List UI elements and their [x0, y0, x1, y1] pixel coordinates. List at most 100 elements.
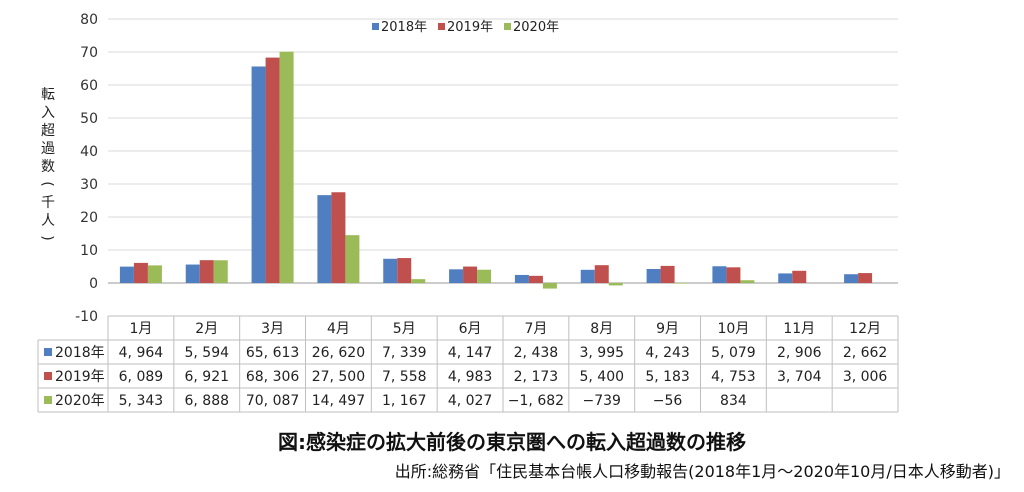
y-label-char: 入: [41, 105, 55, 121]
table-cell-value: 5, 079: [711, 345, 756, 361]
bar: [726, 267, 741, 283]
legend-swatch: [372, 23, 379, 30]
table-month-label: 9月: [656, 321, 679, 337]
legend-label: 2020年: [513, 20, 559, 35]
bar: [858, 273, 873, 283]
y-label-char: (: [39, 181, 55, 186]
table-month-label: 10月: [718, 321, 750, 337]
table-month-label: 7月: [524, 321, 547, 337]
chart: -10 0 10 20 30 40 50 60 70 80 転入超過数 (千人) 2018年 2019…: [37, 12, 899, 413]
table-series-swatch: [44, 372, 52, 380]
bar: [646, 268, 661, 283]
bar: [542, 283, 557, 289]
y-label-char: 人: [41, 213, 55, 229]
bar: [514, 274, 529, 283]
bar: [477, 269, 492, 283]
table-month-label: 11月: [783, 321, 815, 337]
table-cell-value: −739: [583, 393, 621, 409]
y-tick-label: -10: [75, 309, 98, 325]
y-tick-label: 30: [80, 177, 98, 193]
bar: [449, 269, 464, 283]
y-tick-label: 60: [80, 78, 98, 94]
gridlines: [108, 18, 898, 317]
table-cell-value: 2, 906: [777, 345, 822, 361]
y-label-char: 超: [41, 123, 55, 139]
legend-label: 2019年: [447, 20, 493, 35]
table-cell-value: 4, 147: [448, 345, 493, 361]
bar: [608, 283, 623, 286]
table-cell-value: 6, 089: [119, 369, 164, 385]
y-label-char: 数: [41, 159, 55, 175]
table-series-swatch: [44, 348, 52, 356]
table-month-label: 8月: [590, 321, 613, 337]
bar: [660, 265, 675, 283]
y-label-char: ): [39, 235, 55, 240]
bar: [251, 66, 266, 283]
y-tick-label: 10: [80, 243, 98, 259]
bar: [712, 266, 727, 283]
table-cell-value: 5, 400: [579, 369, 624, 385]
y-label-char: 千: [41, 195, 55, 211]
y-tick-label: 20: [80, 210, 98, 226]
bar: [119, 266, 134, 283]
table-series-label: 2018年: [55, 345, 105, 361]
table-cell-value: 7, 339: [382, 345, 427, 361]
bar: [265, 57, 280, 284]
bar: [411, 279, 426, 283]
legend-swatch: [504, 23, 511, 30]
table-cell-value: 65, 613: [246, 345, 299, 361]
bar: [147, 265, 162, 283]
table-cell-value: 70, 087: [246, 393, 299, 409]
table-cell-value: 5, 343: [119, 393, 164, 409]
y-tick-label: 80: [80, 12, 98, 28]
y-label-char: 転: [41, 87, 55, 103]
table-series-label: 2020年: [55, 393, 105, 409]
table-month-label: 1月: [129, 321, 152, 337]
table-cell-value: 14, 497: [312, 393, 365, 409]
bar: [463, 266, 478, 283]
table-cell-value: −1, 682: [508, 393, 564, 409]
table-cell-value: 2, 662: [843, 345, 888, 361]
bar: [185, 264, 200, 283]
bar: [213, 260, 228, 283]
table-cell-value: −56: [653, 393, 683, 409]
bar: [778, 273, 793, 283]
table-cell-value: 4, 964: [119, 345, 164, 361]
table-cell-value: 5, 183: [645, 369, 690, 385]
bar: [792, 270, 807, 283]
table-cell-value: 27, 500: [312, 369, 365, 385]
bar: [331, 192, 346, 283]
table-month-label: 2月: [195, 321, 218, 337]
table-month-label: 12月: [849, 321, 881, 337]
bar: [317, 195, 332, 283]
bar: [528, 275, 543, 283]
bar: [844, 274, 859, 283]
bar: [397, 258, 412, 283]
y-axis: -10 0 10 20 30 40 50 60 70 80: [75, 12, 98, 325]
bar: [383, 258, 398, 283]
table-cell-value: 4, 753: [711, 369, 756, 385]
table-cell-value: 6, 921: [184, 369, 229, 385]
y-tick-label: 0: [89, 276, 98, 292]
table-cell-value: 4, 983: [448, 369, 493, 385]
legend-label: 2018年: [381, 20, 427, 35]
table-cell-value: 3, 704: [777, 369, 822, 385]
table-cell-value: 1, 167: [382, 393, 427, 409]
table-cell-value: 4, 027: [448, 393, 493, 409]
bar: [580, 269, 595, 283]
bar: [199, 260, 214, 283]
table-month-label: 6月: [459, 321, 482, 337]
table-cell-value: 3, 006: [843, 369, 888, 385]
table-cell-value: 4, 243: [645, 345, 690, 361]
table-cell-value: 3, 995: [579, 345, 624, 361]
y-label-char: 過: [41, 141, 55, 157]
table-month-label: 4月: [327, 321, 350, 337]
table-cell-value: 834: [720, 393, 747, 409]
table-cell-value: 68, 306: [246, 369, 300, 385]
source-note: 出所:総務省「住民基本台帳人口移動報告(2018年1月〜2020年10月/日本人…: [394, 462, 1010, 481]
table-cell-value: 26, 620: [312, 345, 365, 361]
bar: [133, 262, 148, 283]
bars: [119, 51, 873, 289]
y-tick-label: 50: [80, 111, 98, 127]
y-axis-label: 転入超過数 ( 千人): [39, 87, 55, 241]
